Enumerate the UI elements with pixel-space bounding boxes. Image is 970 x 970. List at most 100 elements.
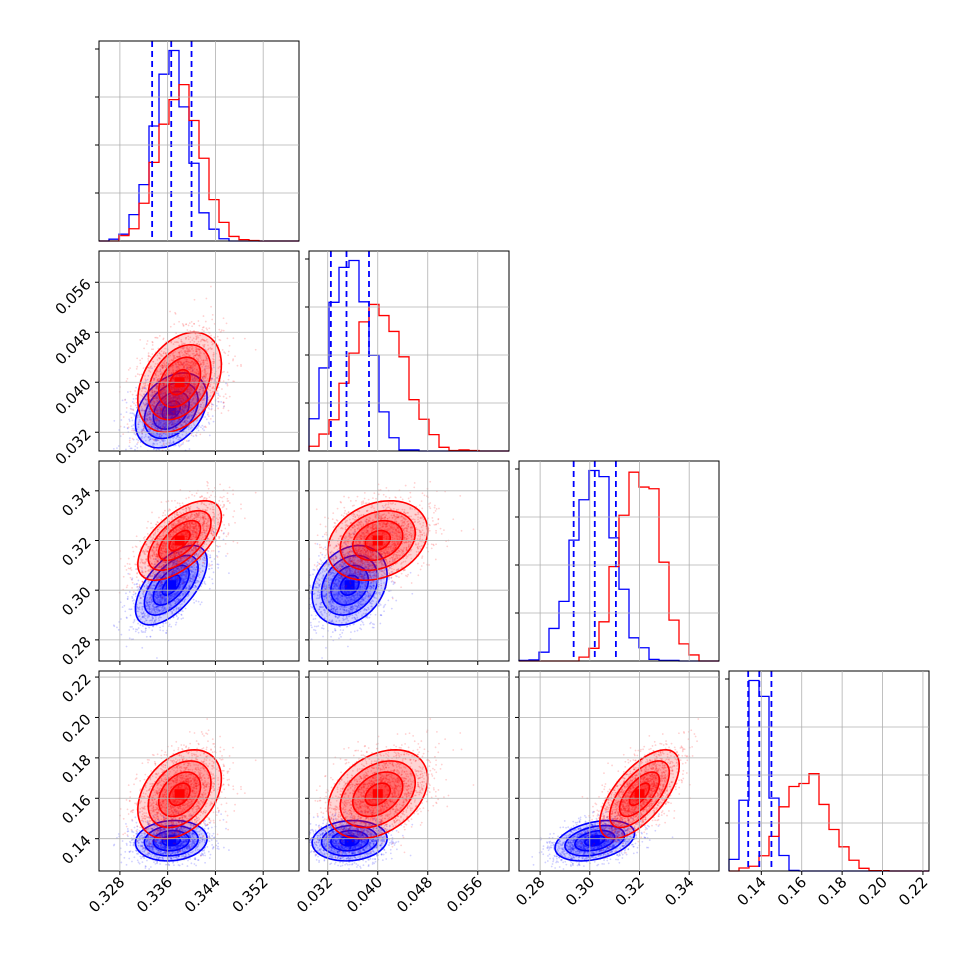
contour-line-level-3 [564,824,626,857]
contour-line-level-1 [161,400,181,421]
contour-line-level-2 [157,771,202,818]
x-tick-label: 0.16 [774,873,810,909]
panel-grid [309,251,509,451]
contour-line-level-1 [168,368,191,396]
contour-line-level-4 [137,331,223,434]
contour-line-level-2 [157,356,202,409]
x-tick-label: 0.32 [612,873,648,909]
density-peak [589,835,600,846]
contour-line-level-3 [143,554,199,616]
panel-frame [98,460,300,662]
x-tick-label: 0.056 [443,873,486,916]
x-tick-label: 0.30 [562,873,598,909]
x-tick-label: 0.328 [85,873,128,916]
panel-frame [98,40,300,242]
panel-grid [99,251,299,451]
y-tick-label: 0.20 [58,710,94,746]
contour-line-level-3 [339,509,417,572]
x-tick-label: 0.28 [512,873,548,909]
x-tick-label: 0.18 [814,873,850,909]
contour-line-level-4 [311,819,388,862]
x-tick-label: 0.14 [733,873,769,909]
contour-line-level-1 [364,529,392,552]
scatter-panel-3-2 [305,460,510,665]
histogram-panel-3 [515,460,720,662]
y-tick-label: 0.18 [58,751,94,787]
scatter-panel-2-1 [95,250,300,455]
panel-frame [98,670,300,872]
panel-frame [308,670,510,872]
y-tick-label: 0.28 [58,633,94,669]
panel-frame [98,250,300,452]
scatter-panel-4-3 [515,670,720,875]
y-tick-label: 0.040 [52,375,95,418]
scatter-panel-3-1 [95,460,300,665]
y-tick-label: 0.032 [52,425,95,468]
y-tick-label: 0.32 [58,533,94,569]
contour-line-level-2 [152,390,190,430]
y-tick-label: 0.34 [58,484,94,520]
density-peak [344,835,355,846]
x-tick-label: 0.22 [895,873,931,909]
contour-line-level-1 [168,782,191,807]
contour-line-level-1 [364,782,392,807]
panel-grid [309,461,509,661]
scatter-points-series-1 [531,805,674,871]
contour-line-level-2 [618,771,661,818]
contour-line-level-3 [147,509,212,572]
panel-grid [99,41,299,241]
y-tick-label: 0.30 [58,583,94,619]
x-tick-label: 0.20 [855,873,891,909]
panel-frame [308,250,510,452]
contour-line-level-4 [554,819,636,862]
scatter-panel-4-1 [95,670,300,875]
y-tick-label: 0.22 [58,670,94,706]
contour-line-level-2 [351,519,404,562]
x-tick-label: 0.34 [661,873,697,909]
y-tick-label: 0.056 [52,275,95,318]
histogram-panel-4 [725,670,930,872]
x-tick-label: 0.352 [229,873,272,916]
x-tick-label: 0.040 [343,873,386,916]
panel-grid [309,671,509,871]
panel-grid [519,461,719,661]
y-tick-label: 0.048 [52,325,95,368]
contour-line-level-3 [608,760,671,829]
panel-frame [518,670,720,872]
contour-line-level-2 [330,829,370,852]
histogram-series-1 [518,469,719,662]
panel-frame [308,460,510,662]
density-peak [166,405,177,416]
x-tick-label: 0.048 [393,873,436,916]
histogram-panel-1 [95,40,300,242]
contour-line-level-4 [326,499,429,582]
contour-line-level-3 [147,343,212,421]
contour-line-level-3 [147,760,212,829]
scatter-points-series-2 [118,718,257,859]
contour-line-level-2 [157,519,202,562]
x-tick-label: 0.344 [181,873,224,916]
y-tick-label: 0.16 [58,791,94,827]
scatter-panel-4-2 [305,670,510,875]
contour-line-level-1 [628,782,651,807]
contour-line-level-3 [320,824,379,857]
panel-grid [729,671,929,871]
contour-line-level-2 [351,771,404,818]
histogram-series-2 [308,303,509,452]
histogram-series-1 [308,259,509,452]
contour-line-level-4 [134,544,208,626]
contour-line-level-1 [168,529,191,552]
density-peak [166,580,177,591]
x-tick-label: 0.336 [133,873,176,916]
density-peak [174,789,185,800]
histogram-panel-2 [305,250,510,452]
contour-line-level-4 [134,819,208,862]
panel-frame [728,670,930,872]
contour-line-level-3 [339,760,417,829]
density-peak [166,835,177,846]
contour-line-level-4 [134,372,208,449]
contour-line-level-2 [330,564,370,606]
panel-frame [518,460,720,662]
x-tick-label: 0.032 [293,873,336,916]
